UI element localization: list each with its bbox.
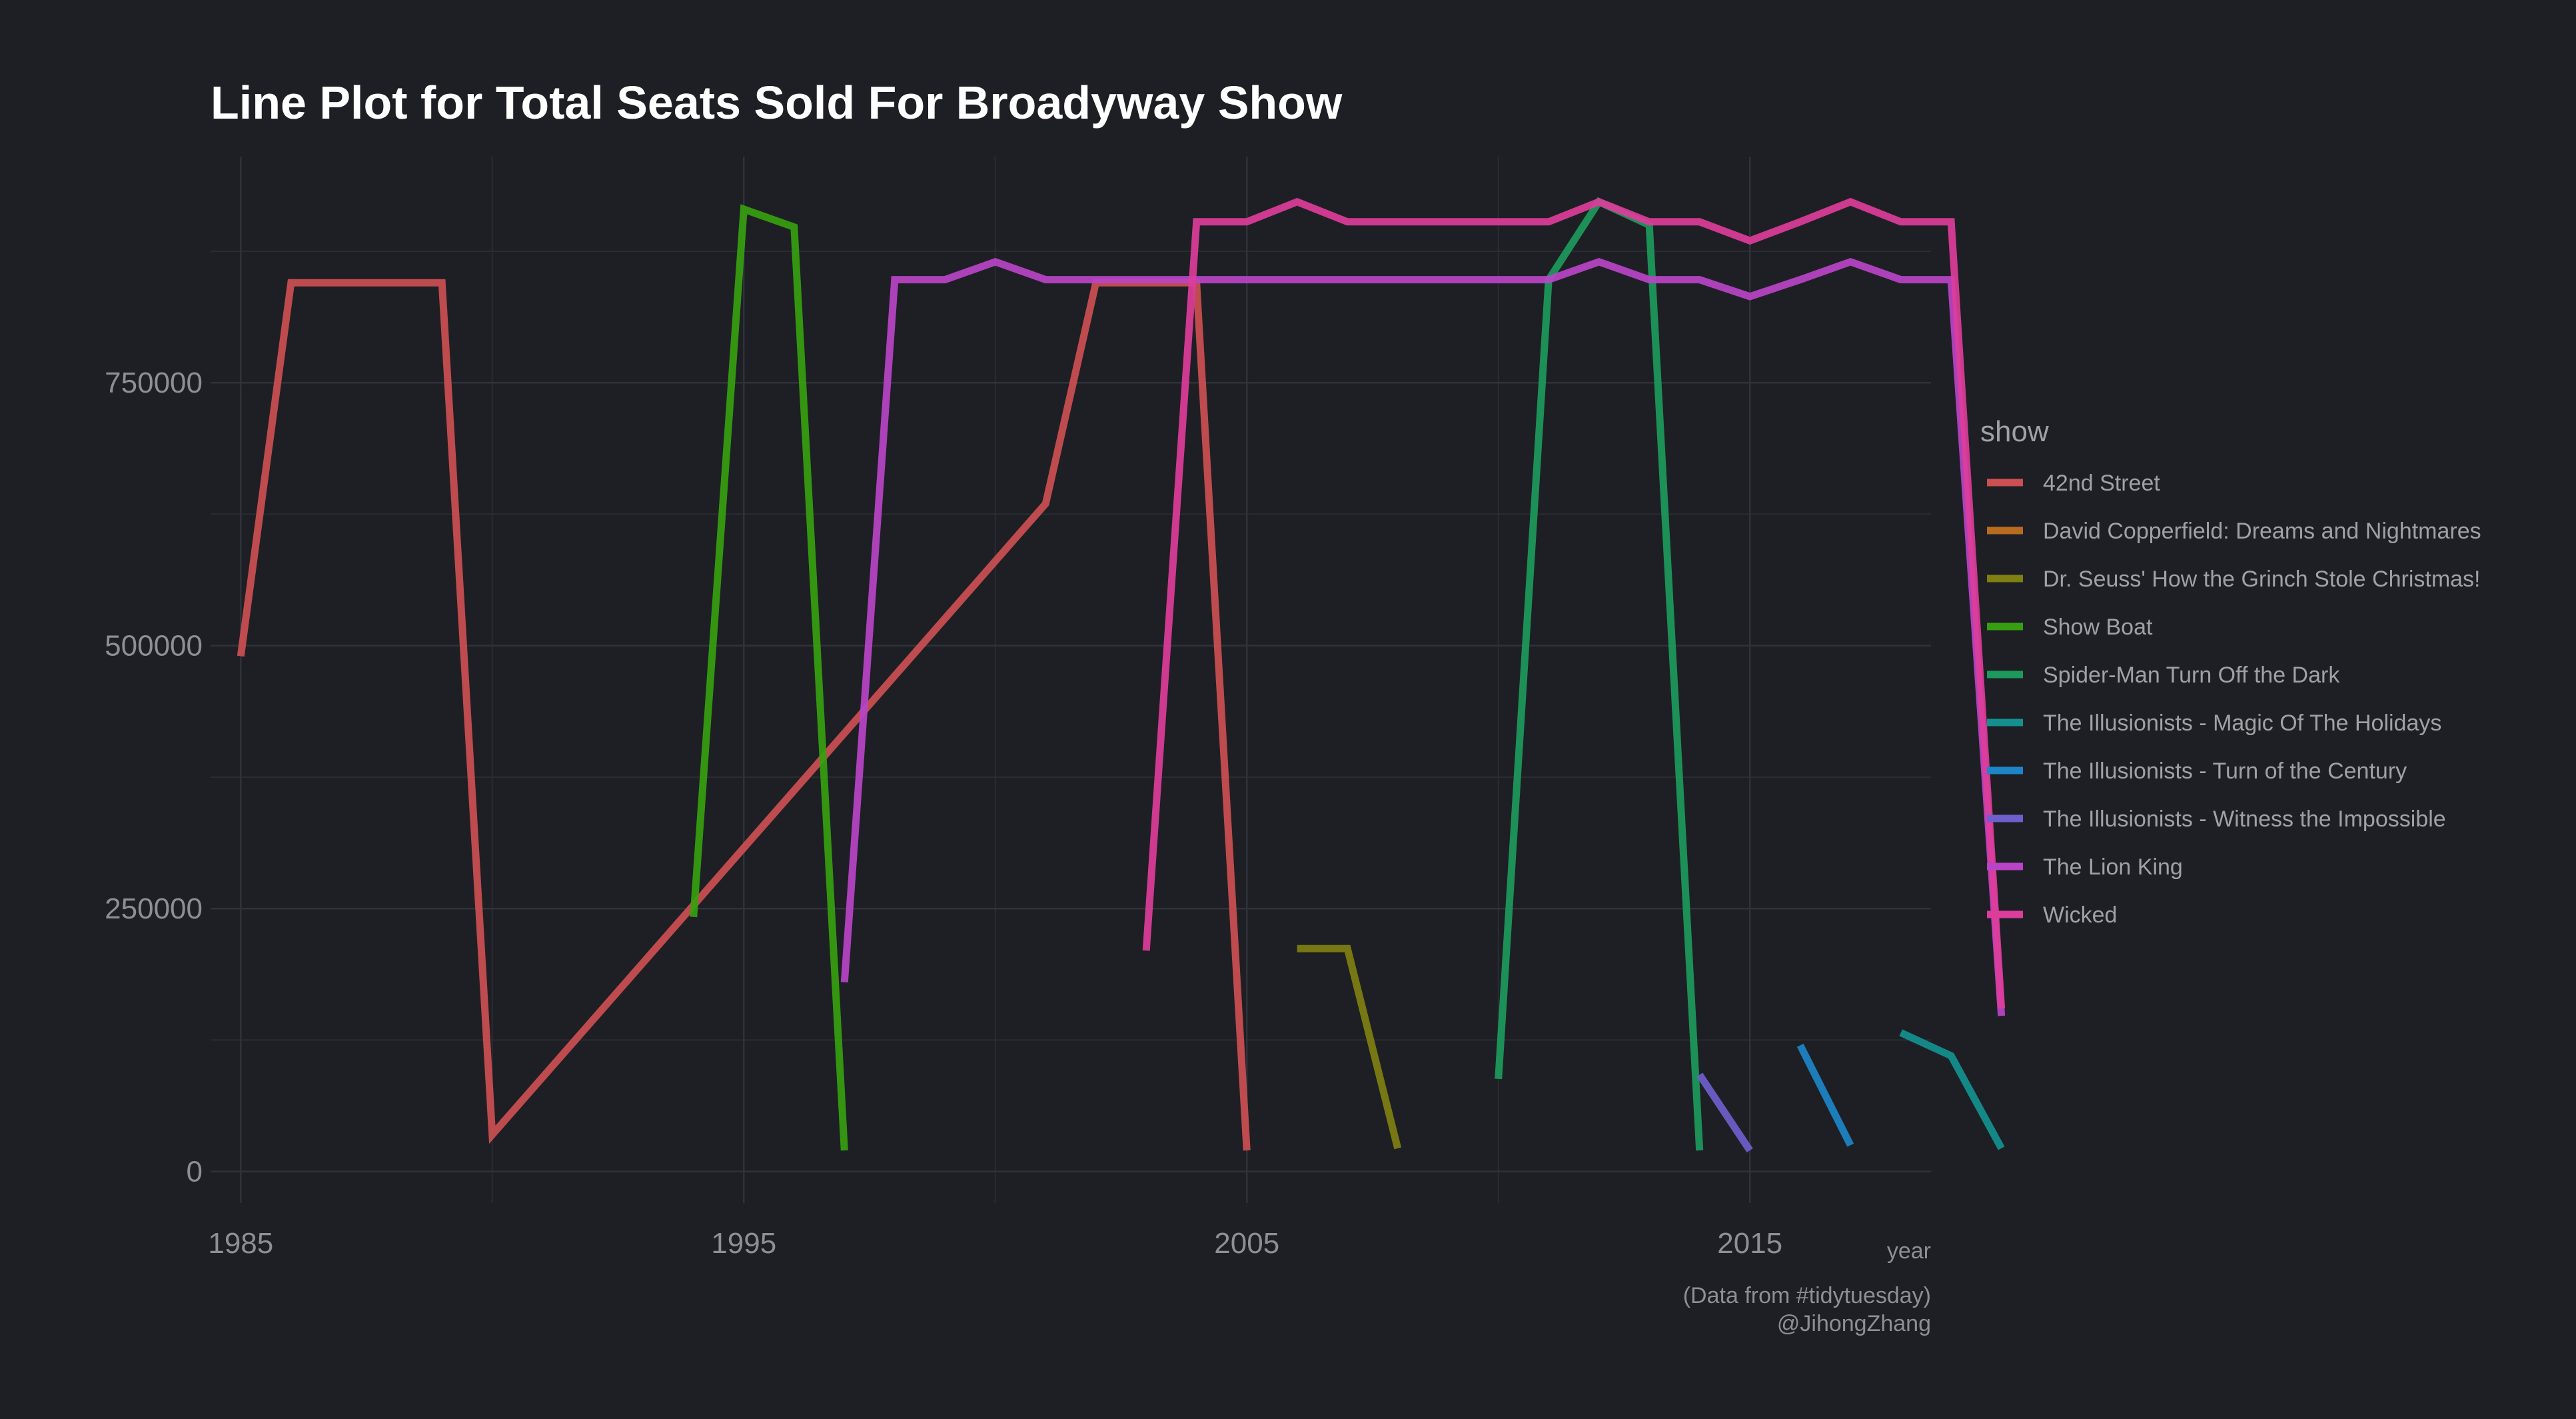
legend-label: Dr. Seuss' How the Grinch Stole Christma…: [2043, 567, 2481, 592]
caption-source: (Data from #tidytuesday): [1683, 1283, 1931, 1308]
series-line: [690, 204, 848, 1151]
series-line: [1495, 197, 1704, 1151]
y-tick-label: 500000: [105, 630, 203, 663]
legend-label: Show Boat: [2043, 615, 2153, 640]
legend-label: The Lion King: [2043, 854, 2183, 880]
x-tick-label: 1985: [208, 1227, 273, 1260]
grid: [211, 157, 1931, 1203]
series-lines: [237, 197, 2006, 1153]
series-line: [1696, 1072, 1753, 1153]
axes: 1985 1995 2005 2015 0 250000 500000 750000: [105, 367, 1782, 1260]
legend-label: David Copperfield: Dreams and Nightmares: [2043, 519, 2481, 544]
legend-label: The Illusionists - Magic Of The Holidays: [2043, 710, 2441, 736]
series-line: [1297, 944, 1402, 1150]
legend: show 42nd Street David Copperfield: Dream…: [1980, 415, 2481, 928]
legend-label: Wicked: [2043, 902, 2117, 928]
legend-label: The Illusionists - Witness the Impossibl…: [2043, 806, 2446, 832]
series-line: [1796, 1043, 1854, 1147]
caption-author: @JihongZhang: [1777, 1311, 1931, 1336]
x-tick-label: 2005: [1214, 1227, 1279, 1260]
x-tick-label: 1995: [711, 1227, 776, 1260]
y-tick-label: 250000: [105, 892, 203, 925]
series-line: [1899, 1029, 2005, 1150]
series-line: [1142, 197, 2006, 1009]
y-tick-label: 0: [187, 1156, 203, 1188]
x-axis-title: year: [1887, 1238, 1931, 1264]
series-line: [840, 257, 2006, 1016]
legend-label: 42nd Street: [2043, 471, 2160, 496]
legend-title: show: [1980, 415, 2049, 448]
legend-label: The Illusionists - Turn of the Century: [2043, 758, 2407, 784]
chart-title: Line Plot for Total Seats Sold For Broad…: [211, 77, 1343, 129]
legend-label: Spider-Man Turn Off the Dark: [2043, 663, 2340, 688]
y-tick-label: 750000: [105, 367, 203, 399]
x-tick-label: 2015: [1717, 1227, 1782, 1260]
